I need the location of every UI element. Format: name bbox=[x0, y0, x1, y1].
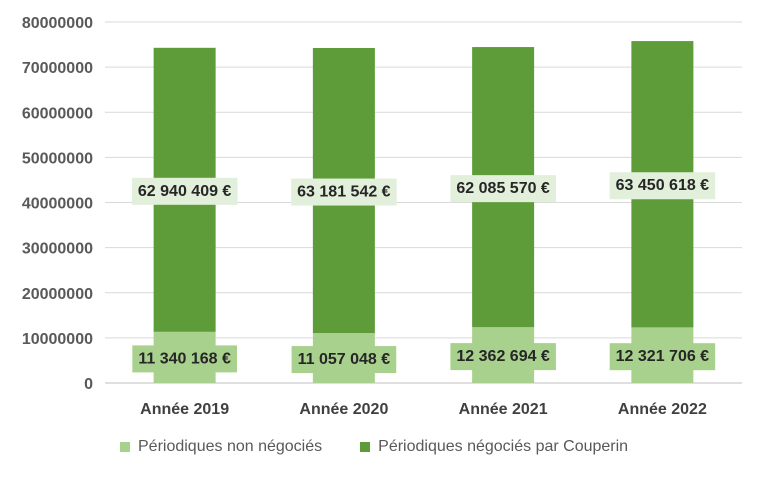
data-label-box bbox=[609, 172, 716, 200]
data-label-non-negocies: 12 321 706 € bbox=[609, 343, 716, 371]
data-label-non-negocies: 11 057 048 € bbox=[291, 346, 397, 374]
y-tick-label: 30000000 bbox=[22, 241, 93, 258]
data-label-text: 62 940 409 € bbox=[138, 183, 232, 200]
data-label-box bbox=[132, 345, 237, 373]
data-label-text: 11 057 048 € bbox=[298, 351, 391, 368]
data-label-text: 63 450 618 € bbox=[616, 177, 710, 194]
legend-swatch-non-negocies bbox=[120, 442, 130, 452]
y-tick-label: 70000000 bbox=[22, 60, 93, 77]
data-label-text: 62 085 570 € bbox=[456, 180, 550, 197]
data-label-text: 12 321 706 € bbox=[616, 348, 710, 365]
data-label-box bbox=[291, 178, 397, 206]
data-label-negocies: 63 181 542 € bbox=[291, 178, 397, 206]
legend-label-non-negocies: Périodiques non négociés bbox=[138, 438, 323, 455]
legend: Périodiques non négociés Périodiques nég… bbox=[120, 438, 628, 456]
data-label-box bbox=[131, 177, 238, 205]
y-tick-label: 80000000 bbox=[22, 15, 93, 32]
x-tick-label: Année 2022 bbox=[618, 401, 707, 418]
data-label-text: 11 340 168 € bbox=[138, 350, 231, 367]
data-label-box bbox=[450, 343, 556, 371]
data-label-non-negocies: 11 340 168 € bbox=[132, 345, 237, 373]
data-label-non-negocies: 12 362 694 € bbox=[450, 343, 556, 371]
legend-swatch-negocies bbox=[360, 442, 371, 452]
legend-label-negocies: Périodiques négociés par Couperin bbox=[378, 438, 629, 455]
data-label-text: 63 181 542 € bbox=[297, 184, 391, 201]
data-label-negocies: 62 085 570 € bbox=[450, 175, 556, 203]
y-tick-label: 10000000 bbox=[22, 331, 93, 348]
data-label-text: 12 362 694 € bbox=[456, 348, 550, 365]
data-label-box bbox=[609, 343, 716, 371]
data-label-box bbox=[291, 346, 397, 374]
y-tick-label: 20000000 bbox=[22, 286, 93, 303]
data-label-box bbox=[450, 175, 556, 203]
x-tick-label: Année 2019 bbox=[140, 401, 229, 418]
data-label-negocies: 62 940 409 € bbox=[131, 177, 238, 205]
y-tick-label: 60000000 bbox=[22, 105, 93, 122]
data-label-negocies: 63 450 618 € bbox=[609, 172, 716, 200]
y-tick-label: 40000000 bbox=[22, 196, 93, 213]
y-tick-label: 50000000 bbox=[22, 150, 93, 167]
y-tick-label: 0 bbox=[84, 376, 93, 393]
x-tick-label: Année 2020 bbox=[299, 401, 388, 418]
x-tick-label: Année 2021 bbox=[459, 401, 548, 418]
legend-item-non-negocies: Périodiques non négociés bbox=[120, 438, 322, 456]
legend-item-negocies: Périodiques négociés par Couperin bbox=[360, 438, 628, 456]
